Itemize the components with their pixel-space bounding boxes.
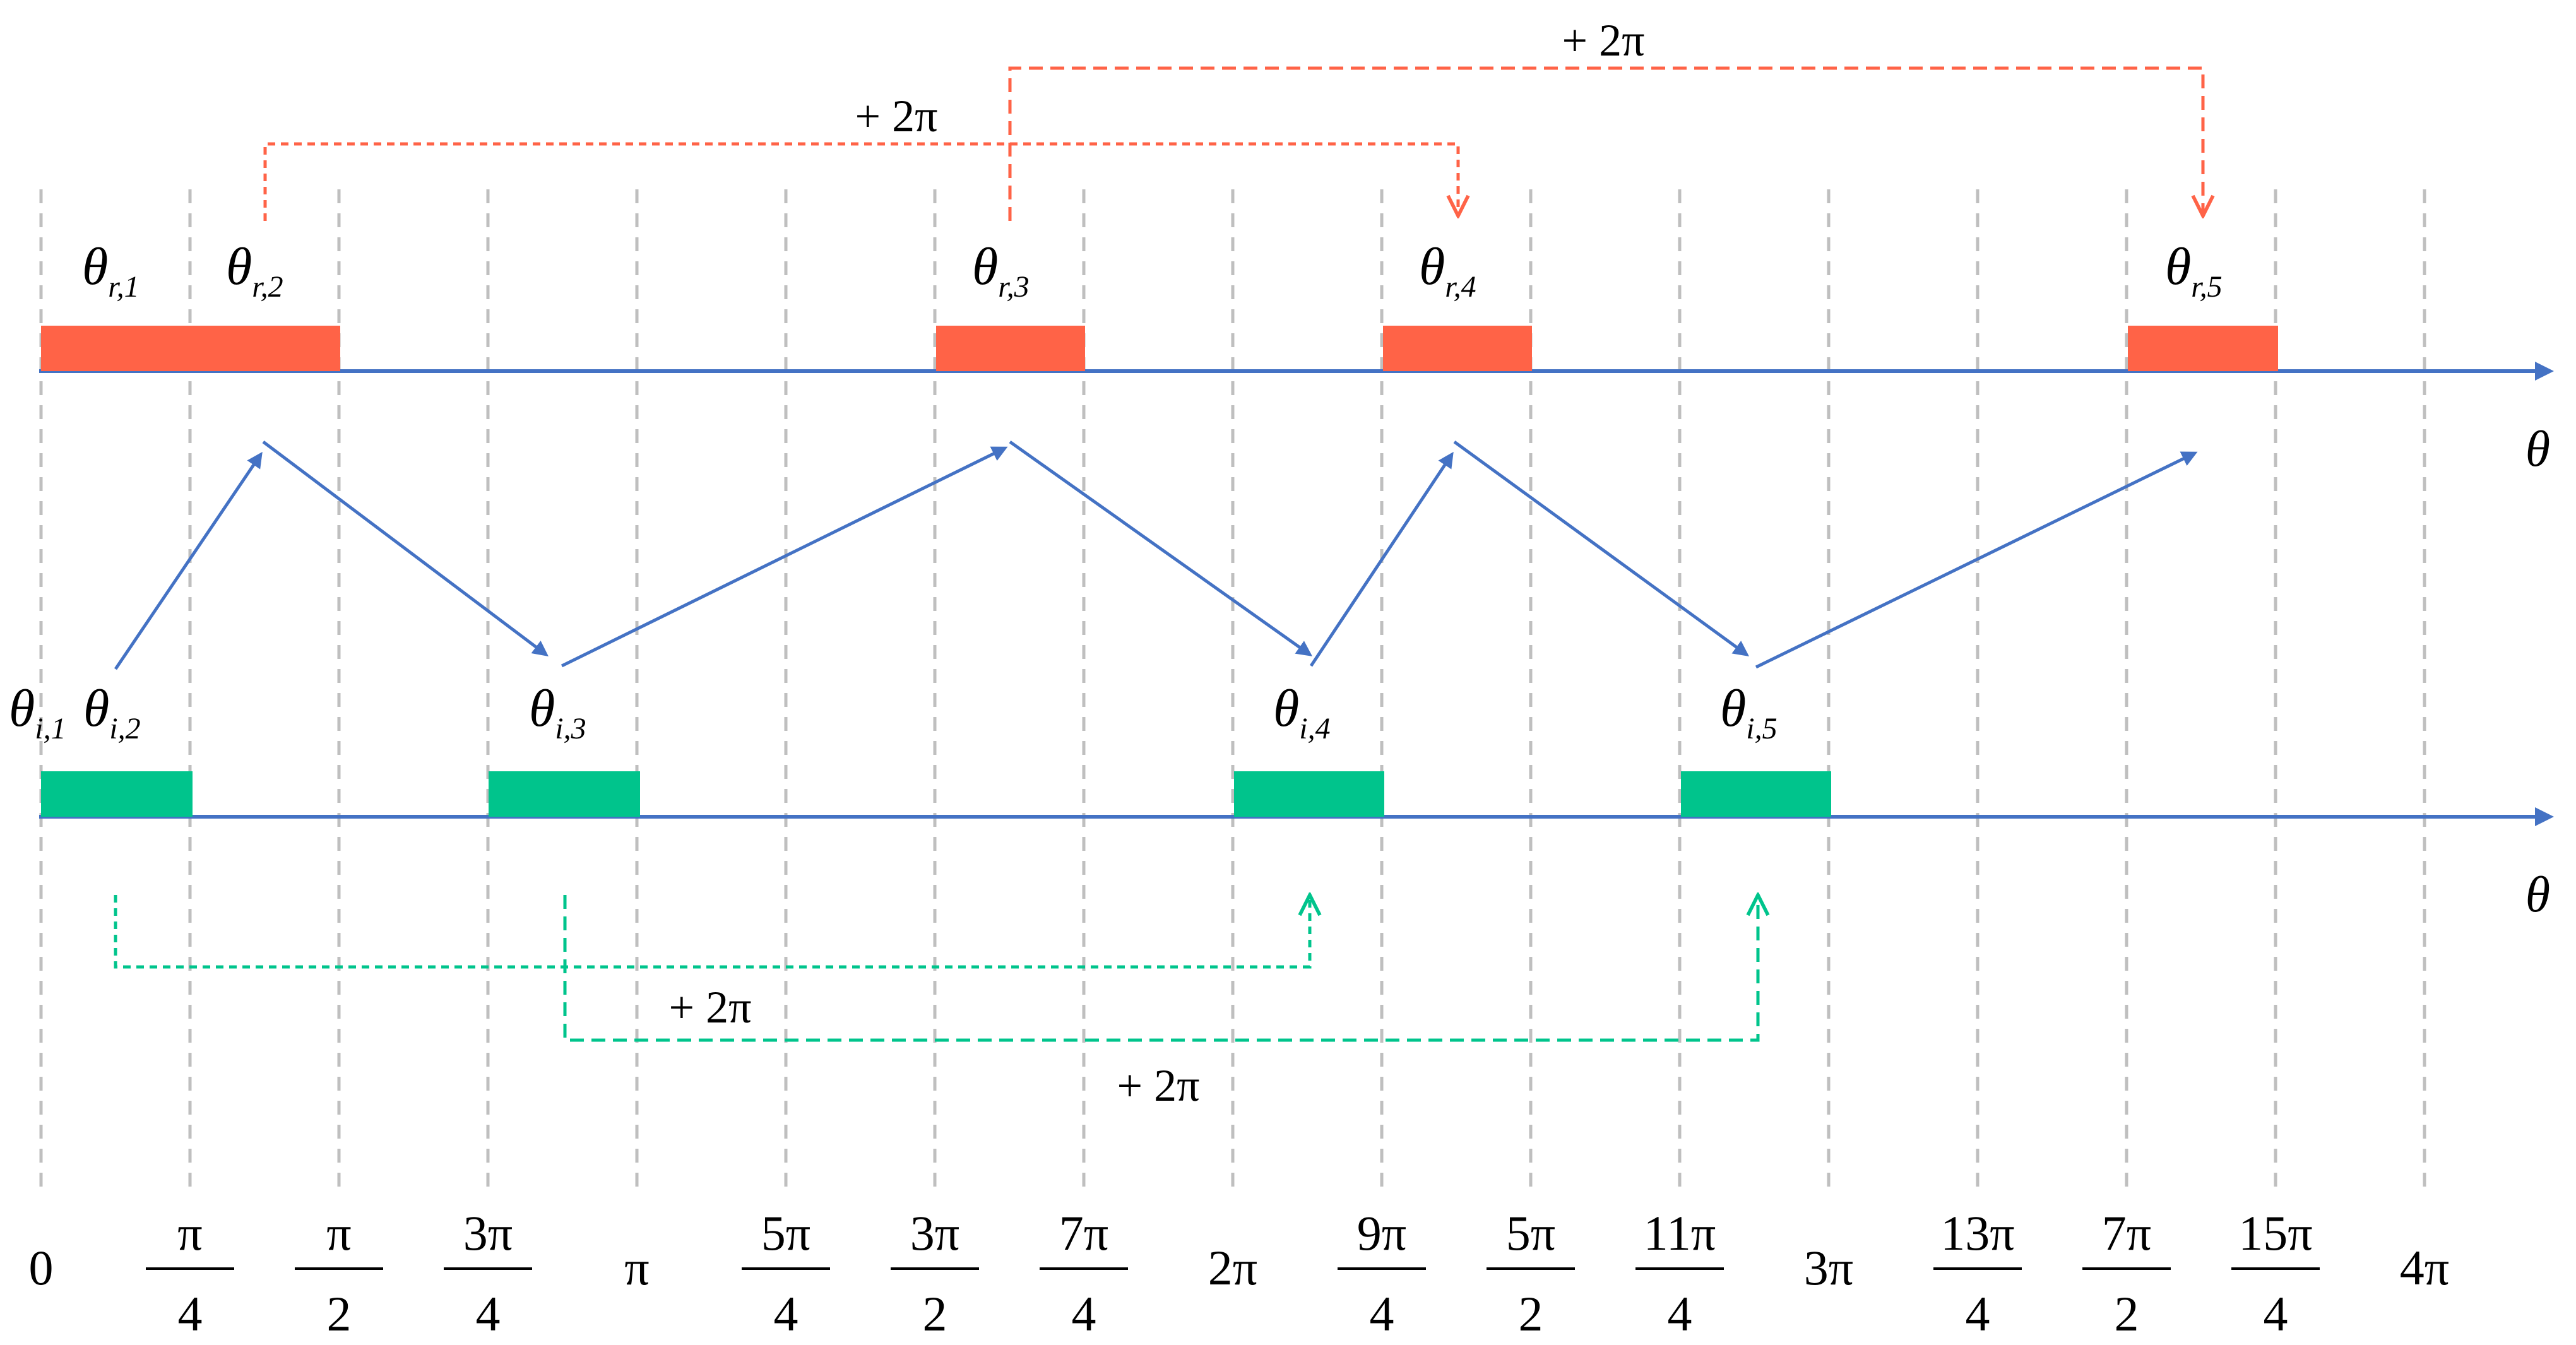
tick-numerator: 5π — [761, 1206, 810, 1260]
tick-denominator: 2 — [1519, 1286, 1543, 1341]
tick-numerator: π — [326, 1206, 351, 1260]
tick-denominator: 4 — [1072, 1286, 1096, 1341]
incident-labels: θi,1 θi,2 θi,3 θi,4 θi,5 — [9, 679, 1778, 745]
reflected-label-1: θr,1 — [82, 237, 139, 304]
tick-value: 0 — [29, 1240, 54, 1295]
reflected-label-4: θr,4 — [1419, 237, 1476, 304]
tick-label: π — [624, 1240, 649, 1295]
tick-denominator: 4 — [178, 1286, 203, 1341]
tick-label: 5π4 — [742, 1206, 830, 1341]
tick-label: 3π — [1804, 1240, 1853, 1295]
reflected-bar-2 — [190, 326, 340, 371]
tick-label: 2π — [1208, 1240, 1257, 1295]
arrow-segment-3 — [561, 446, 1008, 668]
arrow-segment-1 — [114, 451, 263, 670]
tick-numerator: 3π — [463, 1206, 513, 1260]
tick-label: 3π2 — [891, 1206, 979, 1341]
reflected-bar-5 — [2128, 326, 2278, 371]
tick-denominator: 4 — [2264, 1286, 2288, 1341]
reflected-axis-label: θ — [2526, 422, 2550, 477]
tick-label: 4π — [2400, 1240, 2449, 1295]
tick-denominator: 4 — [1966, 1286, 1990, 1341]
incident-bar-3 — [1234, 771, 1384, 817]
tick-value: π — [624, 1240, 649, 1295]
tick-label: 7π4 — [1040, 1206, 1128, 1341]
reflected-shift-label-1: + 2π — [855, 91, 938, 141]
tick-denominator: 2 — [2115, 1286, 2139, 1341]
incident-label-5: θi,5 — [1720, 679, 1778, 745]
tick-value: 2π — [1208, 1240, 1257, 1295]
tick-label: 7π2 — [2082, 1206, 2171, 1341]
tick-value: 3π — [1804, 1240, 1853, 1295]
incident-axis: θ — [39, 807, 2554, 923]
incident-shift-arrows — [114, 895, 1758, 1042]
tick-numerator: 9π — [1357, 1206, 1406, 1260]
tick-labels: 0π4π23π4π5π43π27π42π9π45π211π43π13π47π21… — [29, 1206, 2450, 1341]
arrow-segment-2 — [262, 441, 549, 657]
reflected-shift-arrows — [263, 66, 2203, 221]
reflected-shift-arrow-2 — [1008, 66, 2203, 221]
incident-axis-label: θ — [2526, 867, 2550, 923]
reflected-bar-3 — [936, 326, 1085, 371]
incident-shift-label-2: + 2π — [1117, 1060, 1200, 1111]
incident-shift-arrow-1 — [114, 895, 1310, 969]
reflected-labels: θr,1 θr,2 θr,3 θr,4 θr,5 — [82, 237, 2223, 304]
incident-label-4: θi,4 — [1273, 679, 1331, 745]
tick-denominator: 4 — [476, 1286, 501, 1341]
arrow-segment-5 — [1309, 451, 1454, 667]
incident-bar-4 — [1681, 771, 1831, 817]
reflected-axis: θ — [39, 362, 2554, 477]
tick-value: 4π — [2400, 1240, 2449, 1295]
reflected-bar-4 — [1383, 326, 1532, 371]
tick-denominator: 4 — [1668, 1286, 1692, 1341]
tick-label: π2 — [295, 1206, 383, 1341]
reflected-bar-1 — [41, 326, 190, 371]
tick-denominator: 4 — [1370, 1286, 1394, 1341]
tick-numerator: 7π — [2102, 1206, 2151, 1260]
tick-numerator: 3π — [910, 1206, 959, 1260]
tick-label: π4 — [146, 1206, 234, 1341]
arrow-segment-6 — [1453, 440, 1750, 656]
incident-label-2: θi,2 — [83, 679, 141, 745]
tick-numerator: π — [177, 1206, 202, 1260]
incident-bar-2 — [489, 771, 640, 817]
tick-label: 3π4 — [444, 1206, 532, 1341]
reflected-bars — [41, 326, 2278, 371]
tick-label: 9π4 — [1338, 1206, 1426, 1341]
tick-numerator: 13π — [1940, 1206, 2014, 1260]
tick-numerator: 5π — [1506, 1206, 1555, 1260]
incident-bar-1 — [41, 771, 193, 817]
tick-label: 0 — [29, 1240, 54, 1295]
incident-label-3: θi,3 — [529, 679, 586, 745]
grid-lines — [39, 189, 2426, 1187]
incident-shift-arrow-2 — [563, 895, 1758, 1042]
arrow-segment-4 — [1009, 440, 1313, 656]
tick-denominator: 2 — [327, 1286, 352, 1341]
reflected-label-3: θr,3 — [972, 237, 1030, 304]
incident-label-1: θi,1 — [9, 679, 66, 745]
zigzag-arrows — [114, 440, 2198, 670]
reflected-shift-label-2: + 2π — [1562, 15, 1645, 66]
tick-numerator: 15π — [2238, 1206, 2312, 1260]
reflected-shift-arrow-1 — [263, 142, 1458, 221]
arrow-segment-7 — [1755, 451, 2198, 669]
incident-shift-label-1: + 2π — [669, 982, 752, 1033]
tick-label: 5π2 — [1487, 1206, 1575, 1341]
tick-denominator: 2 — [923, 1286, 947, 1341]
reflected-label-5: θr,5 — [2165, 237, 2223, 304]
tick-numerator: 7π — [1059, 1206, 1108, 1260]
tick-denominator: 4 — [774, 1286, 798, 1341]
incident-bars — [41, 771, 1831, 817]
reflected-label-2: θr,2 — [226, 237, 283, 304]
tick-numerator: 11π — [1644, 1206, 1716, 1260]
